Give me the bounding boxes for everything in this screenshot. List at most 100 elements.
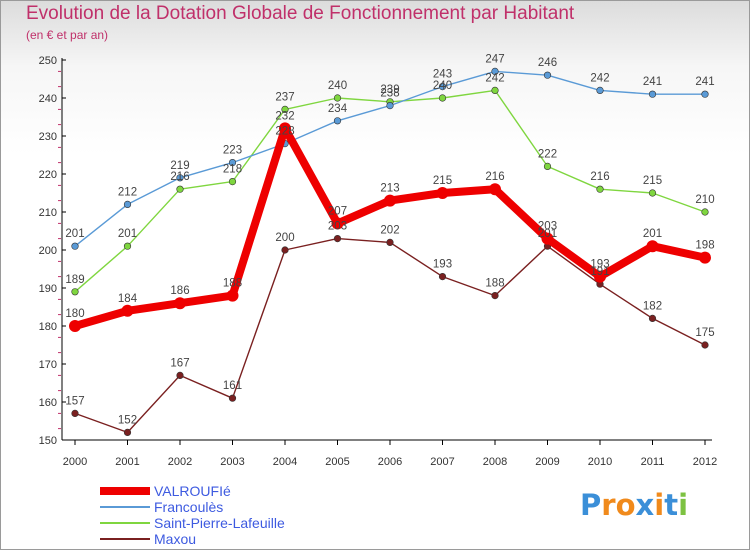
data-label-1: 228: [275, 126, 294, 138]
data-label-0: 207: [328, 205, 347, 217]
data-point-1: [71, 242, 79, 250]
data-point-0: [489, 183, 501, 196]
y-tick-label: 200: [39, 245, 57, 257]
legend-swatch-valroufie: [100, 487, 150, 495]
data-point-0: [331, 217, 344, 230]
data-point-3: [438, 273, 447, 281]
legend-swatch-francoules: [100, 506, 150, 508]
data-label-2: 222: [538, 148, 557, 160]
data-label-2: 189: [65, 274, 84, 286]
logo-letter: i: [654, 488, 665, 522]
data-label-3: 175: [695, 327, 714, 339]
data-label-2: 240: [328, 80, 347, 92]
legend-label-valroufie: VALROUFIé: [154, 483, 231, 499]
data-label-3: 201: [538, 228, 557, 240]
data-point-1: [333, 117, 342, 125]
data-label-0: 193: [590, 259, 609, 271]
data-point-1: [491, 67, 499, 75]
data-point-2: [543, 162, 552, 170]
data-point-0: [121, 304, 134, 317]
data-label-0: 198: [695, 240, 714, 252]
data-point-2: [228, 178, 237, 186]
data-point-0: [226, 289, 239, 302]
legend-swatch-maxou: [100, 538, 150, 540]
data-label-3: 152: [118, 414, 137, 426]
data-label-1: 242: [590, 72, 609, 84]
data-point-1: [228, 159, 237, 167]
data-label-1: 241: [643, 76, 662, 88]
legend-swatch-saint-pierre-lafeuille: [100, 522, 150, 524]
data-label-1: 212: [118, 186, 137, 198]
x-tick-label: 2001: [115, 456, 139, 468]
data-label-1: 201: [65, 228, 84, 240]
legend-item-francoules: Francoulès: [100, 500, 223, 514]
data-label-2: 218: [223, 164, 242, 176]
logo-letter: o: [615, 488, 636, 522]
data-point-3: [228, 394, 237, 402]
data-point-2: [701, 208, 709, 216]
x-tick-label: 2008: [483, 456, 507, 468]
data-label-0: 201: [643, 228, 662, 240]
x-tick-label: 2002: [168, 456, 192, 468]
data-label-0: 203: [538, 221, 557, 233]
data-label-0: 215: [433, 175, 452, 187]
data-label-1: 223: [223, 145, 242, 157]
y-tick-label: 250: [39, 55, 57, 67]
data-point-2: [71, 288, 79, 296]
data-point-1: [123, 200, 132, 208]
data-label-2: 215: [643, 175, 662, 187]
data-label-2: 216: [590, 171, 609, 183]
data-point-1: [438, 82, 447, 91]
x-tick-label: 2003: [220, 456, 244, 468]
y-tick-label: 190: [39, 283, 57, 295]
x-tick-label: 2006: [378, 456, 402, 468]
data-label-3: 193: [433, 259, 452, 271]
data-point-2: [123, 242, 132, 250]
data-point-2: [333, 94, 342, 102]
proxiti-logo: Proxiti: [580, 488, 688, 522]
y-tick-label: 150: [39, 435, 57, 447]
data-point-3: [386, 238, 394, 246]
data-point-3: [648, 314, 657, 323]
data-label-1: 243: [433, 69, 452, 81]
x-tick-label: 2011: [641, 456, 665, 468]
data-point-0: [69, 320, 81, 332]
data-label-0: 188: [223, 278, 242, 290]
data-point-0: [436, 187, 449, 199]
data-label-1: 247: [485, 53, 504, 65]
data-point-2: [648, 189, 657, 197]
x-tick-label: 2010: [588, 456, 612, 468]
x-tick-label: 2012: [693, 456, 717, 468]
x-tick-label: 2000: [63, 456, 87, 468]
data-point-3: [281, 246, 289, 254]
data-point-3: [176, 371, 184, 380]
data-label-1: 246: [538, 57, 557, 69]
data-point-0: [279, 122, 291, 135]
legend-label-saint-pierre-lafeuille: Saint-Pierre-Lafeuille: [154, 515, 285, 531]
data-label-0: 232: [275, 110, 294, 122]
data-point-2: [596, 185, 604, 193]
data-label-1: 238: [380, 88, 399, 100]
data-point-1: [648, 90, 657, 98]
x-tick-label: 2009: [535, 456, 559, 468]
x-tick-label: 2004: [273, 456, 297, 468]
data-point-0: [541, 232, 554, 245]
data-label-0: 186: [170, 285, 189, 297]
data-label-0: 213: [380, 183, 399, 195]
data-label-1: 219: [170, 160, 189, 172]
data-label-3: 182: [643, 300, 662, 312]
legend-item-maxou: Maxou: [100, 532, 196, 546]
data-point-0: [174, 297, 186, 310]
data-label-2: 201: [118, 228, 137, 240]
y-tick-label: 170: [39, 359, 57, 371]
data-label-1: 241: [695, 76, 714, 88]
data-label-2: 242: [485, 72, 504, 84]
data-label-2: 216: [170, 171, 189, 183]
data-label-3: 200: [275, 232, 294, 244]
logo-letter: t: [664, 488, 679, 522]
data-point-1: [701, 90, 709, 98]
data-point-2: [176, 185, 184, 193]
data-label-3: 203: [328, 221, 347, 233]
data-point-3: [71, 409, 79, 418]
